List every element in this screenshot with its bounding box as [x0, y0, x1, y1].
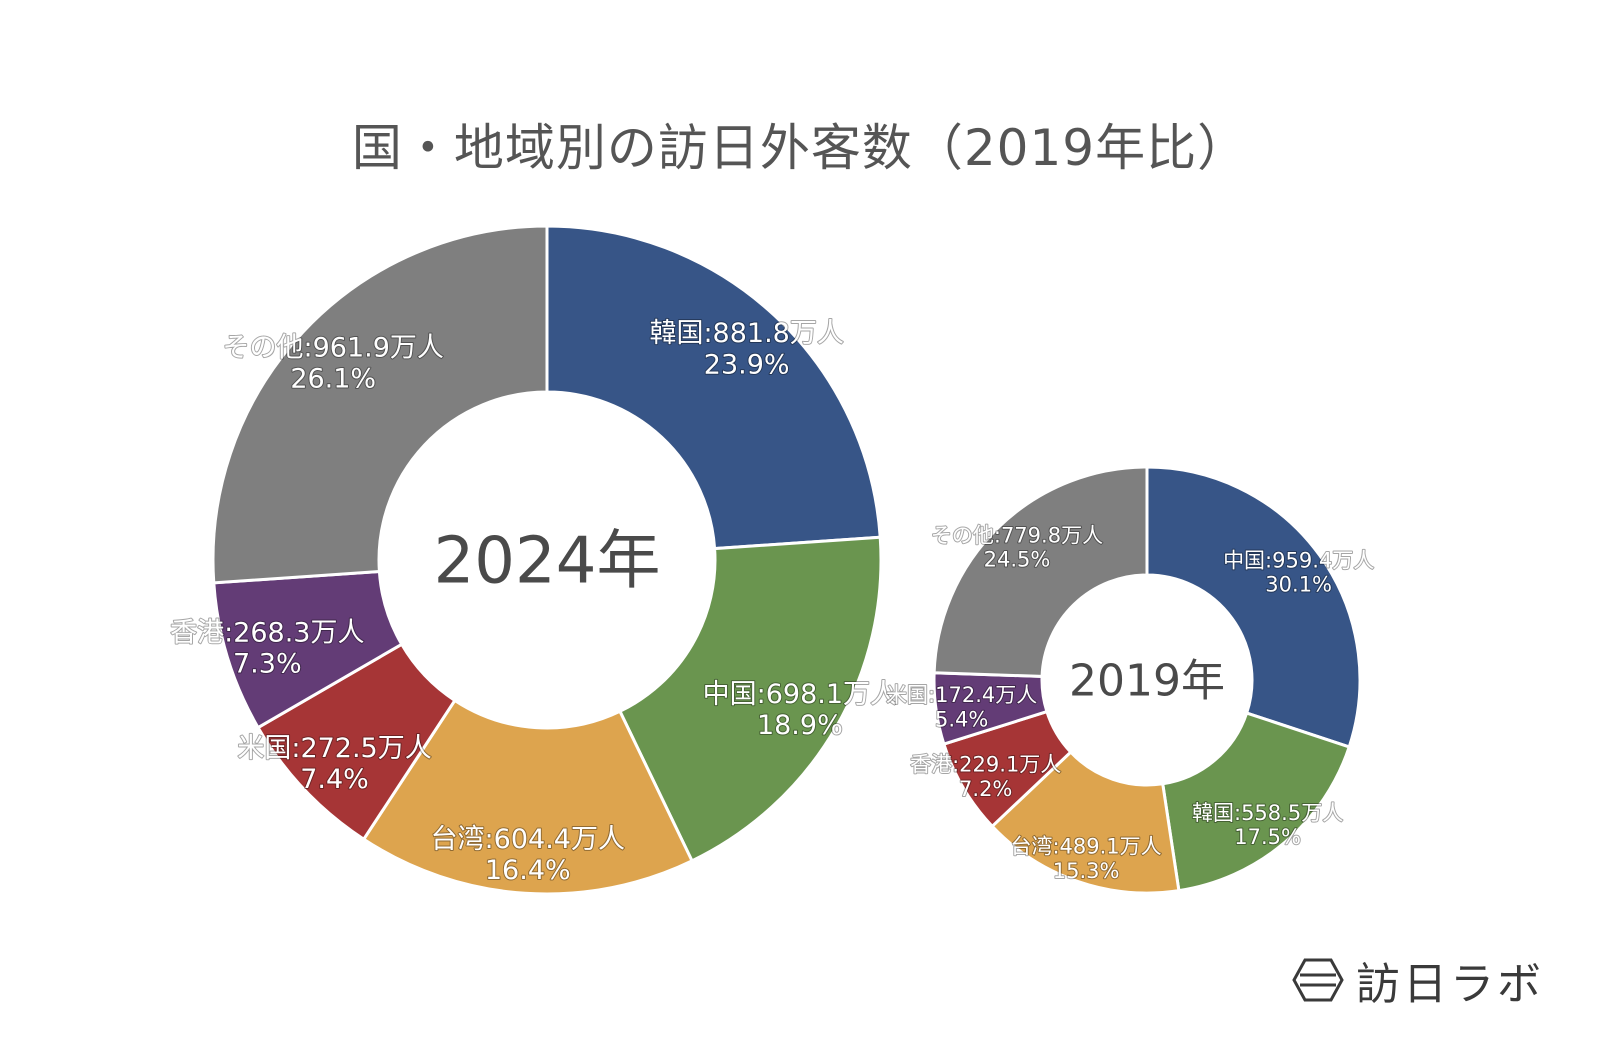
- brand-name: 訪日ラボ: [1356, 959, 1544, 1010]
- brand-logo: 訪日ラボ: [1292, 948, 1544, 1012]
- pie-slice-2024-1: [617, 535, 883, 863]
- donut-chart-2019: 中国:959.4万人 30.1% 韓国:558.5万人 17.5% 台湾:489.1万人…: [885, 465, 1375, 895]
- slice-label-2024-3: 米国:272.5万人 7.4%: [237, 733, 431, 795]
- slice-label-2019-2: 台湾:489.1万人 15.3%: [1010, 835, 1161, 883]
- center-label-2019: 2019年: [1069, 655, 1225, 706]
- donut-chart-2024: 韓国:881.8万人 23.9% 中国:698.1万人 18.9% 台湾:604.4万人…: [169, 224, 898, 896]
- slice-label-2019-0: 中国:959.4万人 30.1%: [1223, 548, 1374, 596]
- slice-label-2019-5: その他:779.8万人 24.5%: [931, 523, 1103, 571]
- pie-slice-2024-0: [545, 224, 882, 551]
- pie-slice-2019-1: [1161, 711, 1352, 893]
- slice-label-2024-1: 中国:698.1万人 18.9%: [703, 679, 897, 741]
- pie-slice-2019-2: [990, 750, 1181, 895]
- pie-slice-2019-0: [1145, 465, 1362, 749]
- slice-label-2024-5: その他:961.9万人 26.1%: [223, 332, 444, 394]
- slice-label-2019-3: 香港:229.1万人 7.2%: [910, 753, 1061, 801]
- slice-label-2024-4: 香港:268.3万人 7.3%: [170, 618, 364, 680]
- pie-slice-2024-2: [361, 698, 695, 896]
- chart-title: 国・地域別の訪日外客数（2019年比）: [351, 119, 1249, 177]
- center-label-2024: 2024年: [434, 524, 661, 598]
- slice-label-2019-1: 韓国:558.5万人 17.5%: [1192, 801, 1343, 849]
- pie-slice-2019-5: [932, 465, 1149, 678]
- slice-label-2024-0: 韓国:881.8万人 23.9%: [649, 318, 843, 380]
- hexagon-logo-icon: [1292, 958, 1344, 1002]
- pie-slice-2024-5: [211, 224, 549, 585]
- slice-label-2024-2: 台湾:604.4万人 16.4%: [431, 824, 625, 886]
- slice-label-2019-4: 米国:172.4万人 5.4%: [886, 683, 1037, 731]
